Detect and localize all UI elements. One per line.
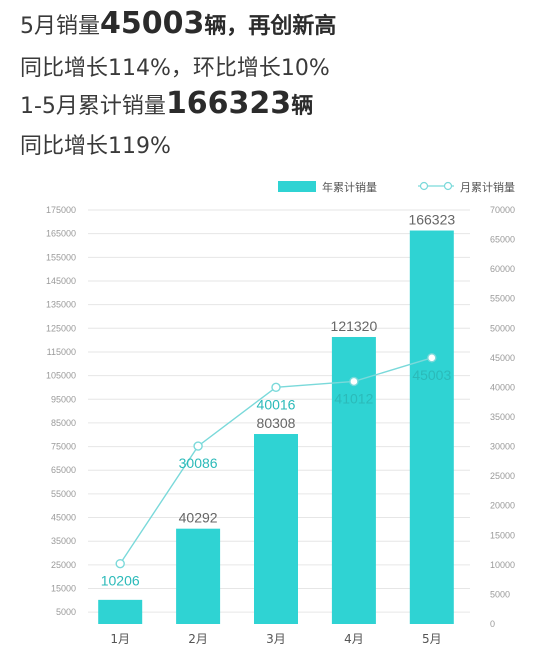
- headline-1-prefix: 5月销量: [20, 14, 100, 39]
- left-axis-tick: 175000: [46, 205, 76, 215]
- headline-3: 1-5月累计销量166323辆: [20, 86, 313, 121]
- bar-label: 121320: [331, 318, 378, 334]
- headline-1-suffix: 辆，再创新高: [204, 14, 337, 39]
- bar: [254, 434, 298, 624]
- right-axis-tick: 35000: [490, 412, 515, 422]
- x-axis-tick: 4月: [344, 632, 364, 646]
- left-axis-tick: 155000: [46, 252, 76, 262]
- left-axis-tick: 105000: [46, 371, 76, 381]
- legend-bar-swatch: [278, 181, 316, 192]
- x-axis-tick: 5月: [422, 632, 442, 646]
- headline-2: 同比增长114%，环比增长10%: [20, 56, 330, 81]
- line-point: [193, 441, 203, 451]
- left-axis-tick: 165000: [46, 229, 76, 239]
- line-point: [115, 558, 125, 569]
- left-axis-tick: 115000: [47, 347, 76, 357]
- bar: [176, 528, 221, 624]
- legend-line-marker: [443, 181, 453, 191]
- left-axis-tick: 75000: [51, 442, 76, 452]
- right-axis-tick: 30000: [490, 442, 515, 452]
- left-axis-tick: 95000: [51, 394, 76, 404]
- headline-1-number: 45003: [100, 6, 205, 41]
- left-axis-tick: 85000: [51, 418, 76, 428]
- right-axis-tick: 20000: [490, 501, 515, 511]
- right-axis-tick: 60000: [490, 264, 515, 274]
- legend-line-label: 月累计销量: [460, 180, 515, 194]
- x-axis-tick: 1月: [110, 632, 130, 646]
- right-axis-tick: 50000: [490, 323, 515, 333]
- headline-3-prefix: 1-5月累计销量: [20, 94, 166, 119]
- right-axis-tick: 40000: [490, 382, 515, 392]
- line-label: 40016: [257, 396, 296, 412]
- right-axis-tick: 5000: [490, 589, 510, 599]
- bar: [409, 230, 454, 625]
- headline-1: 5月销量45003辆，再创新高: [20, 6, 336, 41]
- headline-4: 同比增长119%: [20, 134, 171, 159]
- right-axis-tick: 25000: [490, 471, 515, 481]
- bar-label: 166323: [408, 212, 455, 228]
- line-label: 45003: [412, 367, 451, 383]
- right-axis-tick: 70000: [490, 205, 515, 215]
- right-axis-tick: 0: [490, 619, 495, 629]
- right-axis-tick: 10000: [490, 560, 515, 570]
- left-axis-tick: 35000: [51, 536, 76, 546]
- line-point: [427, 353, 437, 363]
- x-axis-tick: 3月: [266, 632, 286, 646]
- left-axis-tick: 135000: [46, 300, 76, 310]
- right-axis-tick: 15000: [490, 530, 515, 540]
- headline-3-number: 166323: [165, 86, 292, 121]
- right-axis-tick: 65000: [490, 235, 515, 245]
- legend-bar-label: 年累计销量: [322, 180, 377, 194]
- left-axis-tick: 125000: [46, 323, 76, 333]
- line-label: 30086: [179, 455, 218, 471]
- left-axis-tick: 5000: [56, 607, 76, 617]
- line-point: [271, 382, 281, 393]
- legend-line-marker: [419, 181, 429, 191]
- line-label: 41012: [334, 390, 373, 406]
- line-label: 10206: [101, 573, 140, 589]
- bar: [98, 599, 143, 624]
- left-axis-tick: 145000: [46, 276, 76, 286]
- headline-3-suffix: 辆: [291, 94, 314, 119]
- left-axis-tick: 45000: [51, 513, 76, 523]
- right-axis-tick: 55000: [490, 294, 515, 304]
- x-axis-tick: 2月: [188, 632, 208, 646]
- left-axis-tick: 55000: [51, 489, 76, 499]
- bar-label: 40292: [179, 510, 218, 526]
- bar-label: 80308: [257, 415, 296, 431]
- line-point: [349, 376, 359, 387]
- left-axis-tick: 65000: [51, 465, 76, 475]
- left-axis-tick: 15000: [51, 584, 76, 594]
- left-axis-tick: 25000: [51, 560, 76, 570]
- right-axis-tick: 45000: [490, 353, 515, 363]
